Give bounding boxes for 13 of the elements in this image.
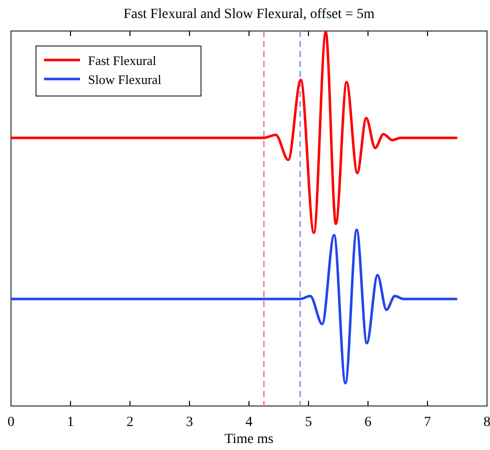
legend-label: Fast Flexural bbox=[88, 53, 157, 68]
x-tick-label: 2 bbox=[126, 414, 134, 430]
x-tick-label: 5 bbox=[305, 414, 312, 430]
x-tick-label: 4 bbox=[246, 414, 252, 430]
x-tick-label: 1 bbox=[67, 414, 74, 430]
legend-label: Slow Flexural bbox=[88, 72, 162, 87]
x-axis-title: Time ms bbox=[224, 432, 274, 447]
x-tick-label: 6 bbox=[364, 414, 372, 430]
x-tick-label: 8 bbox=[484, 414, 490, 430]
x-tick-label: 0 bbox=[8, 414, 14, 430]
chart-title: Fast Flexural and Slow Flexural, offset = 5m bbox=[123, 7, 375, 22]
x-tick-label: 3 bbox=[186, 414, 193, 430]
x-tick-label: 7 bbox=[424, 414, 431, 430]
